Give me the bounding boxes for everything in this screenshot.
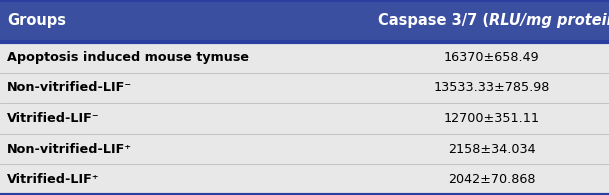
- Text: Vitrified-LIF⁺: Vitrified-LIF⁺: [7, 173, 100, 186]
- Text: ): ): [608, 13, 609, 28]
- Text: Caspase 3/7 (: Caspase 3/7 (: [378, 13, 488, 28]
- Text: 2158±34.034: 2158±34.034: [448, 143, 535, 156]
- Text: 13533.33±785.98: 13533.33±785.98: [434, 81, 550, 94]
- Text: 16370±658.49: 16370±658.49: [444, 51, 540, 64]
- Text: 12700±351.11: 12700±351.11: [444, 112, 540, 125]
- Text: Apoptosis induced mouse tymuse: Apoptosis induced mouse tymuse: [7, 51, 249, 64]
- Text: RLU/mg protein: RLU/mg protein: [488, 13, 609, 28]
- Text: 2042±70.868: 2042±70.868: [448, 173, 535, 186]
- Text: Non-vitrified-LIF⁻: Non-vitrified-LIF⁻: [7, 81, 132, 94]
- Text: Vitrified-LIF⁻: Vitrified-LIF⁻: [7, 112, 100, 125]
- Text: Non-vitrified-LIF⁺: Non-vitrified-LIF⁺: [7, 143, 132, 156]
- Text: Groups: Groups: [7, 13, 66, 28]
